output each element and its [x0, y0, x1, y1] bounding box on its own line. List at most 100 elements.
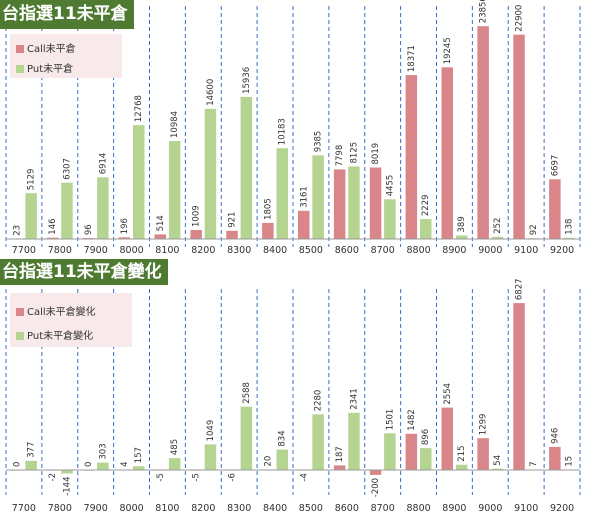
chart-legend: Call未平倉變化 Put未平倉變化 [10, 293, 132, 347]
legend-label-call: Call未平倉 [27, 44, 76, 55]
call-value-label: 20 [263, 456, 273, 467]
put-value-label: -144 [63, 477, 73, 496]
put-value-label: 92 [529, 224, 539, 235]
call-value-label: 514 [156, 215, 166, 231]
put-bar [204, 108, 217, 239]
call-bar [262, 222, 274, 239]
put-value-label: 896 [421, 429, 431, 445]
call-value-label: 1299 [479, 414, 489, 436]
call-value-label: 0 [84, 462, 94, 467]
x-tick-label: 9100 [514, 503, 538, 514]
put-bar [240, 96, 253, 240]
put-value-label: 303 [98, 443, 108, 459]
call-value-label: 18371 [407, 45, 417, 72]
put-bar [420, 219, 432, 239]
call-value-label: 146 [48, 218, 58, 234]
put-bar [384, 199, 396, 239]
chart-title: 台指選11未平倉變化 [0, 259, 168, 285]
call-value-label: -200 [371, 478, 381, 497]
call-value-label: 1009 [192, 205, 202, 227]
legend-label-put: Put未平倉 [27, 64, 74, 75]
call-bar [441, 407, 453, 470]
put-bar [384, 433, 396, 470]
put-value-label: 15 [565, 456, 575, 467]
put-value-label: 1501 [385, 409, 395, 431]
call-bar [298, 210, 310, 239]
x-tick-label: 8700 [371, 503, 395, 514]
put-value-label: 6307 [63, 158, 73, 180]
call-value-label: 23856 [479, 0, 489, 23]
put-bar [276, 449, 288, 470]
x-tick-label: 8000 [120, 245, 144, 256]
x-tick-label: 7800 [48, 245, 72, 256]
x-tick-label: 8100 [155, 245, 179, 256]
x-tick-label: 8000 [120, 503, 144, 514]
call-bar [549, 446, 561, 470]
put-value-label: 485 [170, 439, 180, 455]
call-bar [513, 34, 525, 240]
put-value-label: 157 [134, 447, 144, 463]
put-bar [312, 155, 324, 239]
put-value-label: 9385 [314, 131, 324, 153]
call-bar [369, 470, 382, 475]
call-bar [513, 303, 525, 470]
x-tick-label: 8700 [371, 245, 395, 256]
put-bar [491, 468, 504, 470]
put-value-label: 2280 [314, 390, 324, 412]
put-value-label: 10183 [278, 118, 288, 145]
x-tick-label: 9200 [550, 245, 574, 256]
put-bar [455, 464, 468, 470]
put-bar [133, 125, 145, 239]
x-tick-label: 7700 [12, 503, 36, 514]
x-tick-label: 8500 [299, 245, 323, 256]
legend-item-call: Call未平倉變化 [16, 303, 96, 318]
call-bar [405, 75, 418, 239]
put-value-label: 1049 [206, 420, 216, 442]
call-bar [549, 179, 561, 239]
put-bar [420, 448, 432, 470]
put-bar [25, 460, 37, 470]
put-bar [312, 414, 324, 470]
x-tick-label: 7900 [84, 245, 108, 256]
put-bar [168, 458, 181, 470]
put-value-label: 389 [457, 216, 467, 232]
call-value-label: 7798 [335, 145, 345, 167]
put-value-label: 54 [493, 455, 503, 466]
put-value-label: 14600 [206, 79, 216, 106]
put-bar [348, 166, 360, 239]
x-tick-label: 8300 [227, 245, 251, 256]
call-value-label: 946 [550, 428, 560, 444]
put-value-label: 2341 [350, 388, 360, 410]
put-value-label: 8125 [350, 142, 360, 164]
call-bar [477, 438, 489, 470]
x-tick-label: 8100 [155, 503, 179, 514]
call-value-label: 23 [12, 225, 22, 236]
put-swatch [16, 332, 24, 340]
put-bar [61, 182, 73, 239]
call-value-label: 0 [12, 462, 22, 467]
call-value-label: 4 [120, 461, 130, 466]
put-bar [240, 406, 253, 470]
chart-plot-area: 23 146 96 196 514 1009 921 1805 3161 7798 8019 1837… [5, 0, 581, 256]
x-tick-label: 8900 [442, 245, 466, 256]
call-bar [46, 237, 59, 239]
put-bar [276, 148, 288, 239]
put-value-label: 215 [457, 445, 467, 461]
x-tick-label: 8200 [191, 503, 215, 514]
put-value-label: 377 [27, 442, 37, 458]
call-bar [154, 234, 166, 239]
call-bar [226, 230, 238, 239]
x-tick-label: 8400 [263, 503, 287, 514]
call-value-label: 19245 [443, 37, 453, 64]
call-value-label: 2554 [443, 383, 453, 405]
call-bar [405, 433, 418, 470]
x-tick-label: 7700 [12, 245, 36, 256]
call-value-label: 8019 [371, 143, 381, 165]
call-bar [369, 167, 382, 239]
put-bar [25, 193, 37, 239]
x-tick-label: 9100 [514, 245, 538, 256]
put-bar [61, 470, 73, 474]
put-bar [168, 141, 181, 239]
call-value-label: 6827 [515, 278, 525, 300]
put-value-label: 12768 [134, 95, 144, 122]
